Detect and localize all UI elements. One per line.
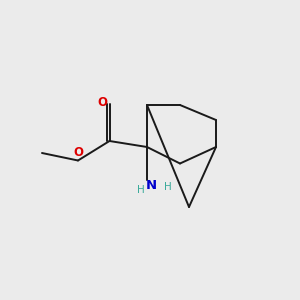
Text: H: H (136, 184, 144, 195)
Text: N: N (146, 179, 157, 192)
Text: H: H (164, 182, 171, 192)
Text: O: O (97, 96, 107, 110)
Text: O: O (73, 146, 83, 159)
